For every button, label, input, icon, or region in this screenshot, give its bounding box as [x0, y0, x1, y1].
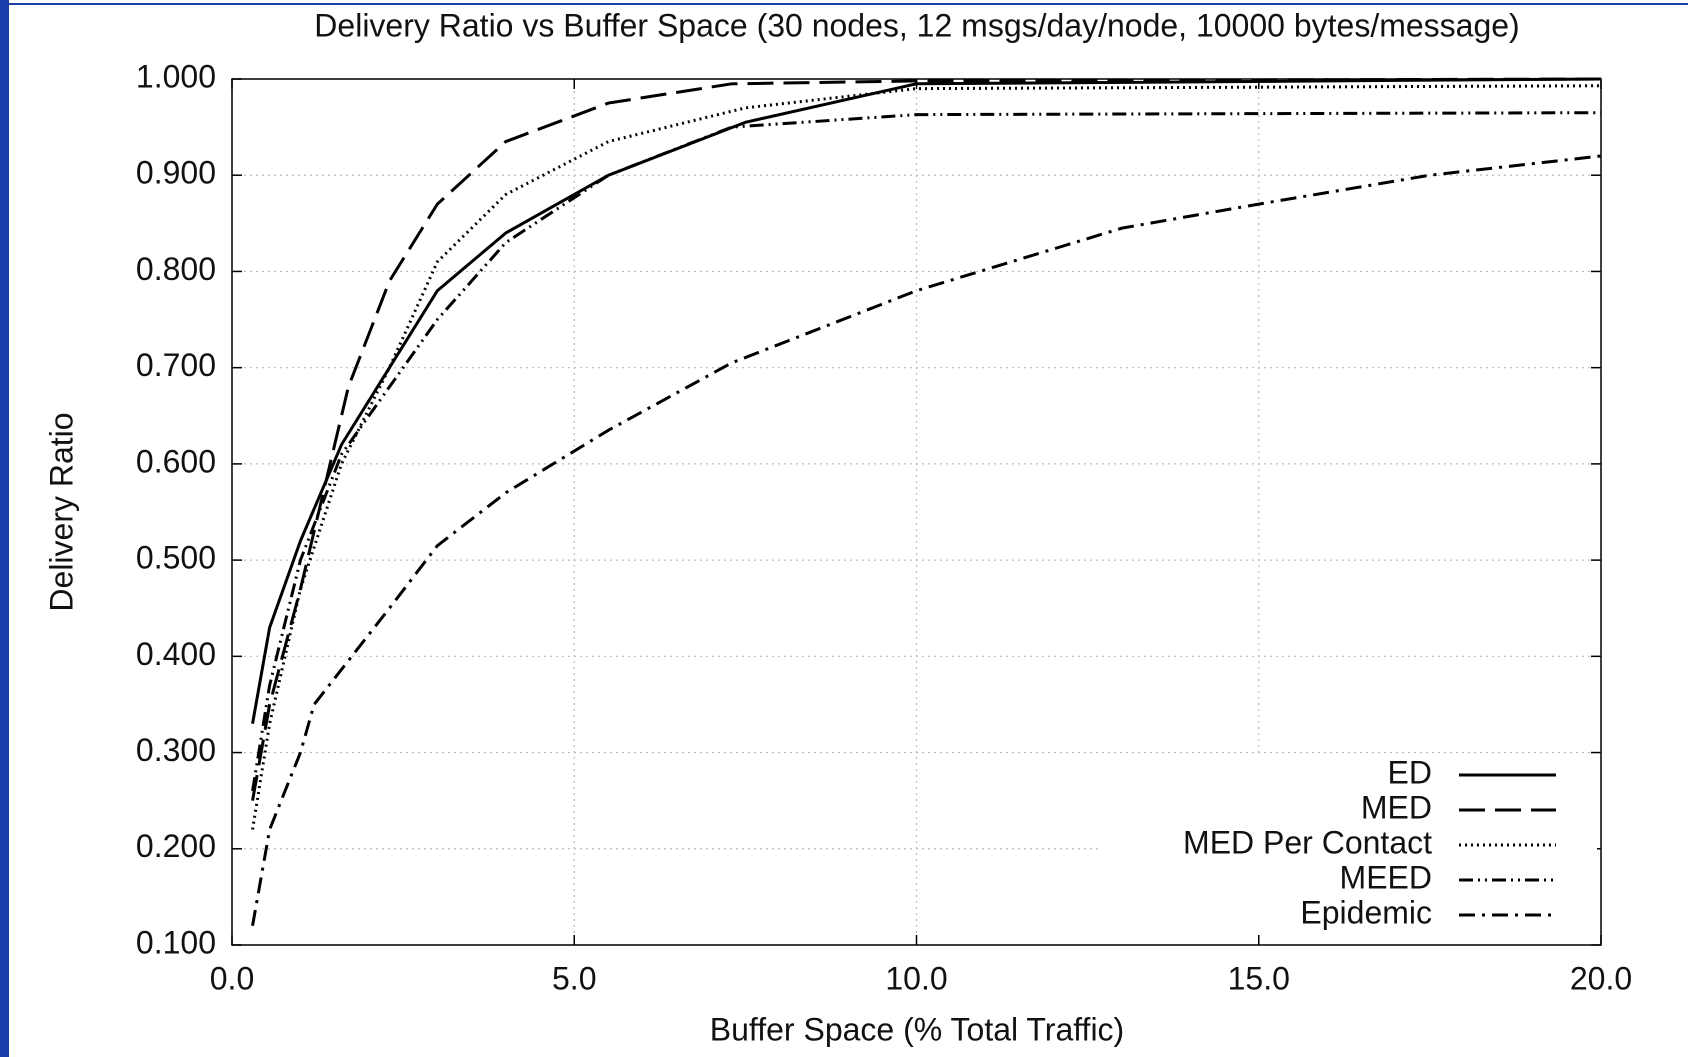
y-tick-label: 0.600: [136, 443, 216, 479]
legend-label: Epidemic: [1300, 894, 1432, 930]
data-line: [251, 77, 1602, 801]
legend-label: MED: [1361, 789, 1432, 825]
y-tick-label: 0.400: [136, 636, 216, 672]
x-tick-label: 0.0: [210, 960, 254, 996]
data-line: [251, 84, 1602, 830]
legend-label: MED Per Contact: [1183, 824, 1432, 860]
frame-border: [0, 3, 1688, 5]
x-axis-label: Buffer Space (% Total Traffic): [710, 1011, 1124, 1047]
data-line: [251, 77, 1602, 724]
y-axis-label: Delivery Ratio: [43, 412, 79, 611]
legend-label: ED: [1388, 754, 1432, 790]
legend-label: MEED: [1340, 859, 1432, 895]
x-tick-label: 5.0: [552, 960, 596, 996]
plot-frame: [231, 78, 1602, 946]
chart-title: Delivery Ratio vs Buffer Space (30 nodes…: [314, 7, 1519, 43]
x-tick-label: 20.0: [1570, 960, 1632, 996]
y-tick-label: 0.900: [136, 155, 216, 191]
y-tick-label: 0.200: [136, 828, 216, 864]
y-tick-label: 1.000: [136, 58, 216, 94]
x-tick-label: 15.0: [1228, 960, 1290, 996]
data-line: [251, 111, 1602, 792]
y-tick-label: 0.700: [136, 347, 216, 383]
y-tick-label: 0.800: [136, 251, 216, 287]
y-tick-label: 0.500: [136, 540, 216, 576]
data-line: [251, 154, 1602, 927]
y-tick-label: 0.100: [136, 924, 216, 960]
x-tick-label: 10.0: [885, 960, 947, 996]
y-tick-label: 0.300: [136, 732, 216, 768]
frame-border: [0, 0, 9, 1057]
